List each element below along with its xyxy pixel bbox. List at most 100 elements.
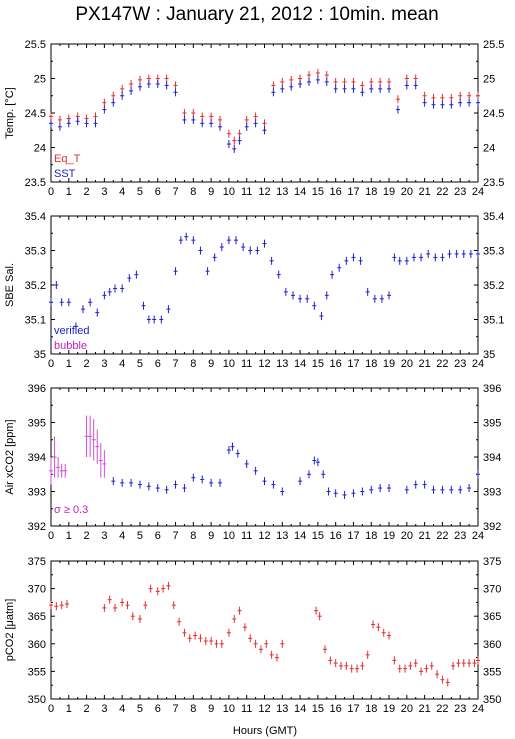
data-point [404,81,409,90]
data-point [218,115,223,124]
data-point [395,95,400,104]
series-SST [49,75,480,153]
data-point [184,232,189,241]
data-point [431,93,436,102]
data-point [102,450,107,478]
x-tick-label: 9 [208,530,214,542]
data-point [166,305,171,314]
data-point [440,93,445,102]
data-point [146,315,151,324]
y-axis-label: Air xCO2 [ppm] [4,419,16,494]
x-tick-label: 8 [190,530,196,542]
data-point [472,659,477,668]
data-point [214,639,219,648]
data-point [242,623,247,632]
y-tick-label-right: 24 [483,143,495,155]
y-tick-label: 370 [28,584,46,596]
data-point [81,305,86,314]
plot-frame [50,560,479,700]
x-tick-label: 5 [137,358,143,370]
x-tick-label: 16 [330,186,342,198]
x-tick-label: 1 [66,186,72,198]
x-tick-label: 5 [137,186,143,198]
x-tick-label: 4 [119,186,125,198]
data-point [424,664,429,673]
data-point [129,478,134,487]
data-point [191,109,196,117]
x-tick-label: 0 [48,530,54,542]
data-point [258,645,263,654]
data-point [209,112,214,121]
x-tick-label: 6 [155,358,161,370]
data-point [276,270,281,279]
x-tick-label: 2 [84,358,90,370]
y-tick-label-right: 35.2 [483,280,504,292]
data-point [212,253,217,262]
data-point [476,470,480,479]
x-tick-label: 2 [84,703,90,715]
x-tick-label: 4 [119,703,125,715]
data-point [198,246,203,255]
data-point [440,485,445,494]
data-point [351,77,356,86]
data-point [449,100,454,109]
x-tick-label: 12 [258,530,270,542]
y-tick-label-right: 35 [483,349,495,361]
data-point [404,74,409,83]
data-point [159,315,164,324]
data-point [321,470,326,479]
y-tick-label: 25 [34,74,46,86]
x-tick-label: 6 [155,703,161,715]
y-axis-label: SBE Sal. [4,263,16,307]
data-point [467,98,472,107]
data-point [120,598,125,607]
data-point [378,484,383,493]
y-tick-label-right: 392 [483,521,501,533]
data-point [306,71,311,80]
data-point [130,612,135,621]
data-point [129,86,134,95]
data-point [193,631,198,640]
data-point [137,480,142,489]
data-point [397,256,402,265]
x-tick-label: 18 [365,186,377,198]
data-point [205,267,210,276]
data-point [351,489,356,498]
data-point [269,256,274,265]
data-point [451,661,456,670]
plot-frame [50,43,479,183]
x-tick-label: 4 [119,358,125,370]
y-tick-label: 394 [28,452,46,464]
y-tick-label-right: 393 [483,487,501,499]
data-point [262,126,267,135]
data-point [177,617,182,626]
x-tick-label: 16 [330,530,342,542]
data-point [392,253,397,262]
data-point [155,484,160,493]
data-point [49,119,53,128]
data-point [360,81,365,90]
data-point [248,246,253,255]
x-tick-label: 7 [172,358,178,370]
data-point [127,274,132,283]
data-point [305,294,310,303]
data-point [298,294,303,303]
data-point [120,84,125,93]
data-point [397,664,402,673]
y-tick-label: 360 [28,639,46,651]
data-point [369,485,374,494]
data-point [66,119,71,128]
data-point [57,115,62,124]
data-point [137,75,142,84]
data-point [230,442,235,451]
data-point [49,457,53,485]
data-point [182,109,187,117]
data-point [449,93,454,102]
x-tick-label: 17 [347,703,359,715]
data-point [262,239,267,248]
x-tick-label: 3 [101,186,107,198]
x-tick-label: 12 [258,358,270,370]
x-tick-label: 16 [330,358,342,370]
data-point [476,249,480,258]
data-point [379,294,384,303]
